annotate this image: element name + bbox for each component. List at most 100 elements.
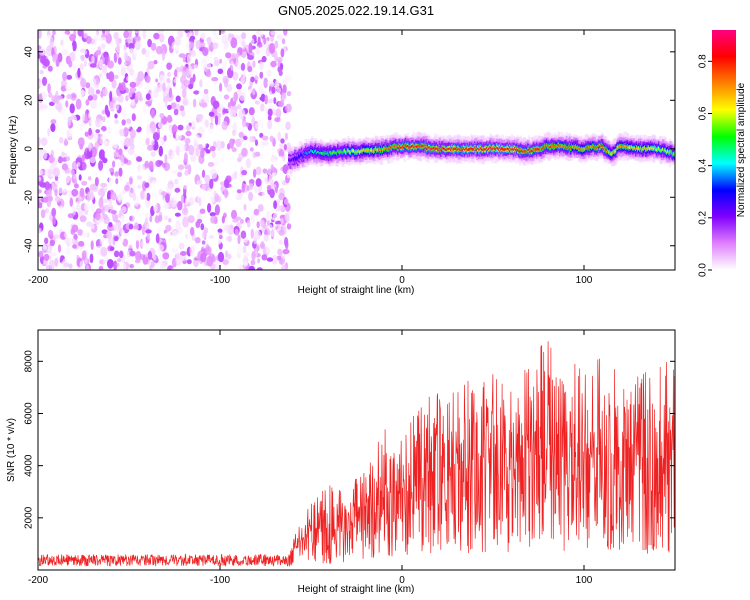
noise-speckle: [267, 119, 273, 130]
noise-speckle: [38, 136, 41, 148]
noise-speckle: [57, 156, 63, 164]
spectrogram-frame: [37, 29, 676, 271]
noise-speckle: [89, 183, 97, 190]
noise-speckle: [85, 99, 90, 106]
noise-speckle: [157, 227, 161, 234]
noise-speckle: [203, 191, 207, 202]
noise-speckle: [185, 130, 192, 137]
noise-speckle: [74, 183, 79, 189]
noise-speckle: [162, 82, 166, 92]
noise-speckle: [260, 103, 265, 112]
noise-speckle: [221, 34, 228, 45]
noise-speckle: [215, 153, 222, 161]
noise-speckle: [107, 60, 114, 69]
noise-speckle: [119, 262, 127, 270]
noise-speckle: [256, 221, 260, 229]
noise-speckle: [107, 259, 114, 269]
y-tick-label: -40: [24, 238, 35, 253]
noise-speckle: [184, 137, 191, 144]
noise-speckle: [202, 47, 209, 56]
noise-speckle: [147, 250, 153, 260]
noise-speckle: [150, 108, 155, 119]
noise-speckle: [142, 103, 149, 115]
noise-speckle: [243, 203, 247, 211]
noise-speckle: [104, 204, 110, 212]
colorbar: 0.00.20.40.60.8 Normalized spectral ampl…: [698, 30, 747, 277]
noise-speckle: [61, 151, 65, 157]
noise-speckle: [99, 129, 104, 135]
noise-speckle: [134, 40, 141, 51]
noise-speckle: [256, 267, 263, 270]
noise-speckle: [108, 168, 115, 172]
noise-speckle: [82, 161, 86, 171]
noise-speckle: [263, 230, 269, 236]
noise-speckle: [114, 64, 121, 71]
noise-speckle: [212, 42, 219, 50]
noise-speckle: [238, 131, 244, 138]
noise-speckle: [174, 178, 179, 185]
noise-speckle: [153, 202, 158, 213]
noise-speckle: [41, 76, 48, 86]
noise-speckle: [180, 255, 187, 262]
noise-speckle: [47, 128, 51, 137]
noise-speckle: [214, 193, 220, 202]
noise-speckle: [243, 261, 249, 267]
noise-speckle: [240, 62, 246, 71]
noise-speckle: [180, 75, 187, 85]
noise-speckle: [174, 248, 179, 256]
noise-speckle: [58, 206, 64, 212]
noise-speckle: [218, 234, 223, 240]
noise-speckle: [71, 160, 78, 172]
noise-speckle: [205, 149, 211, 154]
noise-speckle: [274, 40, 279, 49]
noise-speckle: [54, 175, 59, 181]
noise-speckle: [207, 203, 212, 213]
noise-speckle: [84, 131, 89, 137]
noise-speckle: [85, 82, 91, 89]
noise-speckle: [255, 166, 262, 176]
noise-speckle: [38, 250, 44, 258]
noise-speckle: [214, 33, 220, 40]
noise-speckle: [207, 123, 215, 134]
noise-speckle: [102, 257, 108, 266]
noise-speckle: [76, 162, 81, 167]
noise-speckle: [205, 63, 212, 70]
x-tick-label: 0: [399, 275, 405, 286]
noise-speckle: [273, 97, 277, 105]
noise-speckle: [106, 230, 113, 239]
noise-speckle: [113, 235, 119, 242]
noise-speckle: [72, 206, 76, 216]
noise-speckle: [271, 254, 278, 265]
noise-speckle: [88, 193, 95, 201]
noise-speckle: [86, 221, 93, 227]
noise-speckle: [123, 127, 129, 138]
noise-speckle: [101, 229, 108, 235]
noise-speckle: [38, 176, 42, 182]
snr-frame: [37, 329, 676, 571]
noise-speckle: [108, 71, 115, 82]
noise-speckle: [241, 32, 247, 40]
noise-speckle: [166, 77, 171, 84]
noise-speckle: [186, 259, 192, 265]
noise-speckle: [256, 45, 260, 56]
noise-speckle: [236, 189, 242, 194]
noise-speckle: [134, 30, 140, 34]
noise-speckle: [40, 209, 46, 219]
noise-speckle: [128, 223, 134, 230]
noise-speckle: [190, 41, 195, 49]
noise-speckle: [158, 193, 162, 203]
noise-speckle: [214, 204, 220, 216]
noise-speckle: [179, 142, 186, 153]
noise-speckle: [211, 151, 216, 159]
noise-speckle: [254, 139, 259, 146]
noise-speckle: [68, 60, 73, 68]
noise-speckle: [271, 86, 276, 94]
noise-speckle: [47, 83, 51, 94]
noise-speckle: [205, 69, 212, 78]
noise-speckle: [144, 75, 151, 84]
noise-speckle: [135, 239, 140, 250]
noise-speckle: [126, 251, 130, 262]
noise-speckle: [157, 244, 164, 252]
noise-speckle: [227, 32, 232, 43]
noise-speckle: [269, 42, 276, 54]
